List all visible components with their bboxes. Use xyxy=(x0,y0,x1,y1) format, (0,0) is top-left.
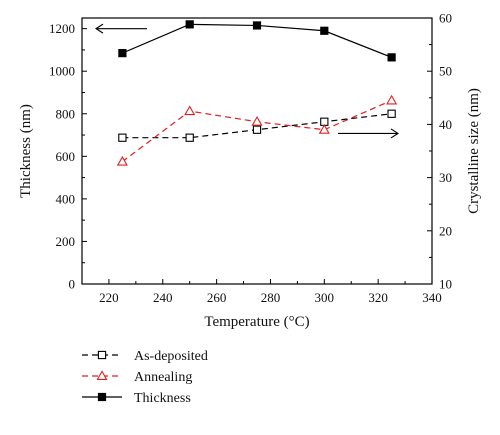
y-left-tick-label: 1200 xyxy=(49,21,75,36)
data-point xyxy=(386,94,398,105)
data-point xyxy=(387,53,396,62)
left-axis-arrow-head xyxy=(94,23,104,34)
y-left-axis-title: Thickness (nm) xyxy=(18,104,34,198)
y-right-tick-label: 30 xyxy=(439,170,452,185)
y-left-tick-label: 600 xyxy=(56,149,76,164)
data-point xyxy=(116,155,128,166)
y-right-tick-label: 60 xyxy=(439,11,452,26)
x-tick-label: 260 xyxy=(207,290,227,305)
data-point xyxy=(185,133,194,142)
data-point xyxy=(252,125,262,134)
x-tick-label: 320 xyxy=(368,290,388,305)
y-right-axis-title: Crystalline size (nm) xyxy=(466,88,482,214)
x-tick-label: 240 xyxy=(153,290,173,305)
y-left-tick-label: 200 xyxy=(56,234,76,249)
y-left-tick-label: 800 xyxy=(56,106,76,121)
y-right-tick-label: 50 xyxy=(439,64,452,79)
data-point xyxy=(252,21,262,30)
data-point xyxy=(387,109,396,118)
right-axis-arrow-head xyxy=(390,128,400,139)
y-right-tick-label: 20 xyxy=(439,223,452,238)
x-tick-label: 300 xyxy=(315,290,335,305)
legend-label: Annealing xyxy=(134,370,192,385)
data-point xyxy=(185,20,194,29)
y-left-tick-label: 400 xyxy=(56,191,76,206)
data-point xyxy=(251,116,263,126)
data-point xyxy=(320,26,329,35)
data-point xyxy=(118,133,127,142)
y-right-tick-label: 40 xyxy=(439,117,452,132)
data-point xyxy=(118,49,127,58)
legend-label: As-deposited xyxy=(134,349,208,364)
plot-frame xyxy=(81,17,433,285)
y-right-tick-label: 10 xyxy=(439,277,452,292)
x-axis-title: Temperature (°C) xyxy=(204,314,309,330)
y-left-tick-label: 0 xyxy=(69,277,76,292)
legend-label: Thickness xyxy=(134,391,191,406)
x-tick-label: 340 xyxy=(422,290,442,305)
data-point xyxy=(318,124,330,134)
x-tick-label: 280 xyxy=(261,290,281,305)
y-left-tick-label: 1000 xyxy=(49,64,75,79)
legend-marker xyxy=(96,370,108,381)
x-tick-label: 220 xyxy=(99,290,119,305)
legend-marker xyxy=(97,392,107,402)
legend-marker xyxy=(97,350,107,360)
data-point xyxy=(184,105,196,116)
